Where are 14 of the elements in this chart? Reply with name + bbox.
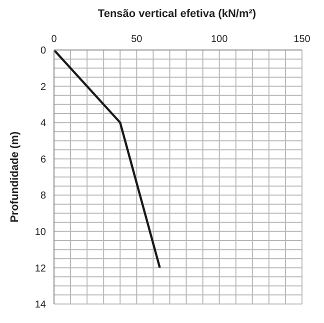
y-tick-label: 12 [34, 263, 46, 274]
x-tick-label: 150 [294, 34, 311, 45]
x-tick-label: 0 [51, 34, 58, 45]
y-tick-label: 10 [34, 226, 46, 238]
y-tick-label: 6 [40, 154, 46, 166]
x-tick-label: 100 [210, 34, 228, 45]
y-tick-label: 8 [40, 190, 46, 202]
x-tick-label: 50 [131, 34, 143, 45]
y-tick-label: 14 [34, 300, 46, 311]
y-tick-label: 2 [40, 82, 46, 93]
x-axis-title: Tensão vertical efetiva (kN/m²) [96, 8, 258, 22]
y-tick-label: 4 [40, 118, 46, 130]
y-tick-label: 0 [40, 46, 46, 57]
y-axis-title: Profundidade (m) [8, 131, 21, 223]
